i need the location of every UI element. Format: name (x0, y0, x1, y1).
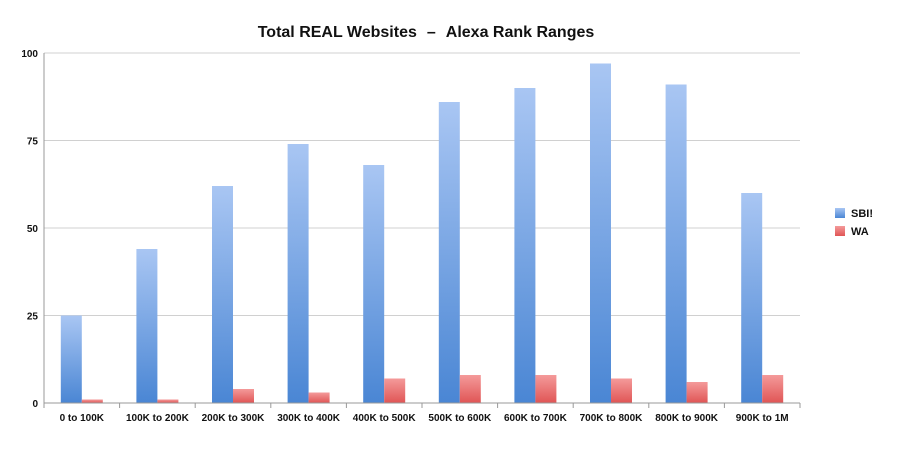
bar-wa (535, 375, 557, 403)
bars (60, 63, 784, 403)
bar-sbi (287, 144, 309, 403)
bar-wa (611, 378, 632, 403)
bar-sbi (741, 193, 763, 403)
bar-wa (233, 389, 254, 403)
bar-sbi (212, 186, 233, 403)
y-tick-label: 75 (27, 137, 39, 148)
x-tick-label: 200K to 300K (202, 413, 266, 424)
y-tick-label: 0 (32, 399, 38, 410)
legend-label: SBI! (851, 208, 873, 220)
x-tick-label: 800K to 900K (655, 413, 719, 424)
bar-sbi (438, 102, 460, 403)
y-tick-label: 25 (27, 312, 39, 323)
bar-sbi (665, 84, 687, 403)
x-tick-label: 700K to 800K (580, 413, 644, 424)
bar-wa (308, 392, 330, 403)
legend-swatch (835, 208, 845, 218)
x-tick-label: 500K to 600K (428, 413, 492, 424)
chart-title: Total REAL Websites – Alexa Rank Ranges (258, 24, 595, 41)
y-tick-label: 100 (21, 49, 38, 60)
bar-wa (686, 382, 708, 403)
bar-wa (384, 378, 406, 403)
legend-label: WA (851, 226, 869, 238)
legend-swatch (835, 226, 845, 236)
x-tick-label: 100K to 200K (126, 413, 190, 424)
x-tick-label: 0 to 100K (60, 413, 105, 424)
x-tick-label: 900K to 1M (736, 413, 789, 424)
bar-wa (459, 375, 481, 403)
y-tick-label: 50 (27, 224, 39, 235)
bar-wa (157, 399, 179, 403)
bar-wa (762, 375, 784, 403)
legend: SBI! WA (835, 208, 873, 238)
x-tick-label: 400K to 500K (353, 413, 417, 424)
bar-sbi (590, 63, 611, 403)
bar-wa (81, 399, 103, 403)
x-tick-label: 600K to 700K (504, 413, 568, 424)
bar-sbi (136, 249, 158, 403)
bar-sbi (363, 165, 385, 403)
bar-sbi (60, 315, 82, 403)
axes: 0 25 50 75 100 0 to 100K 100K to 200K 200K to 3… (21, 49, 801, 424)
x-tick-label: 300K to 400K (277, 413, 341, 424)
bar-sbi (514, 88, 536, 403)
